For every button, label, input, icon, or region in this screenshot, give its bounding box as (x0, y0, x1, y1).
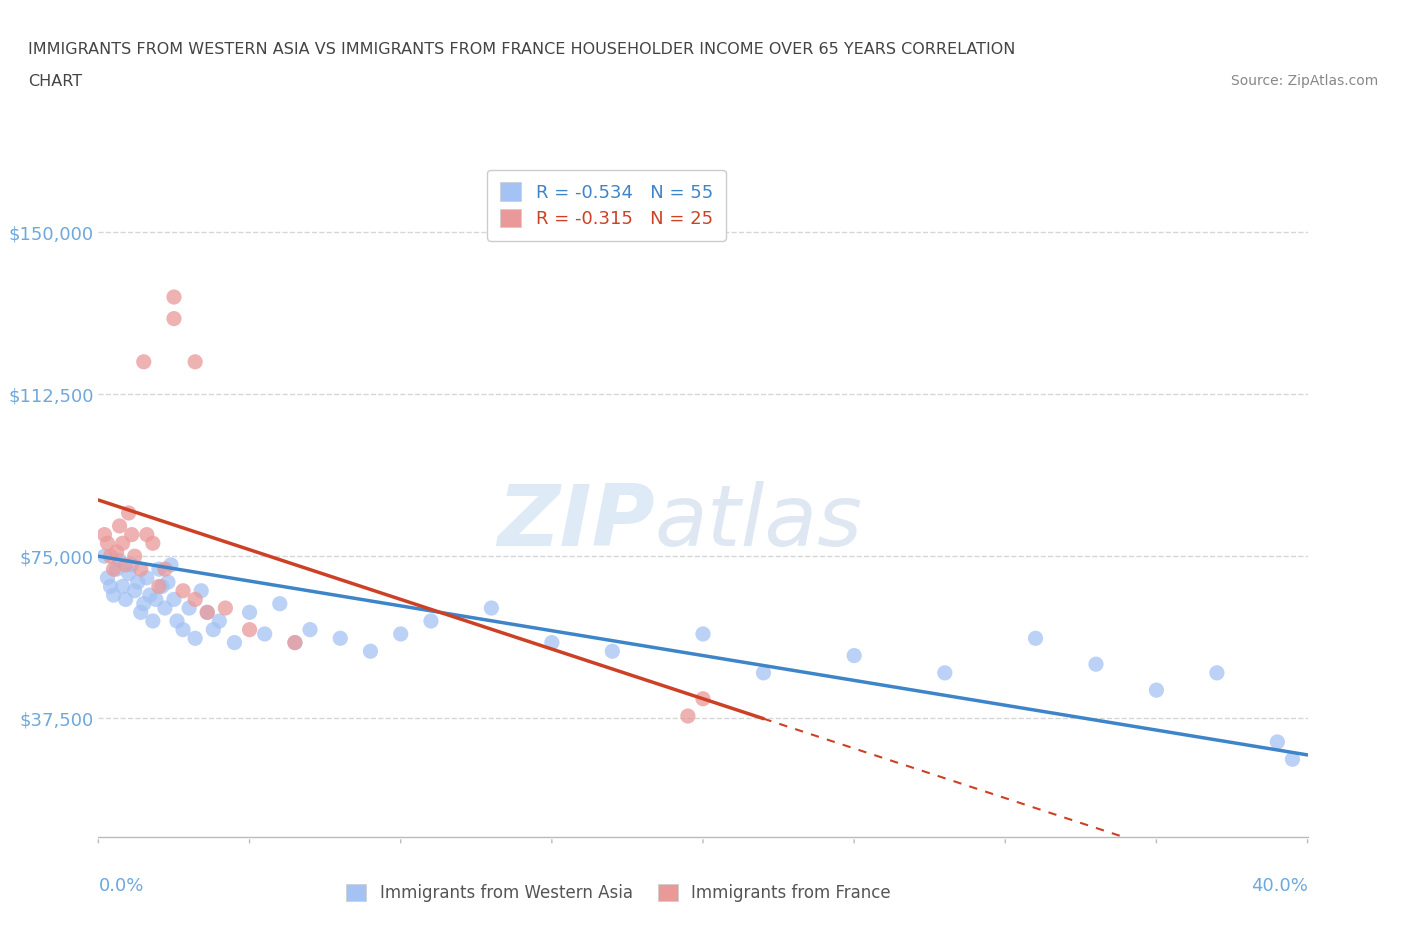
Point (214, 601, 236, 616)
Point (153, 601, 176, 616)
Point (118, 566, 141, 581)
Point (360, 644, 382, 658)
Point (184, 354, 207, 369)
Text: IMMIGRANTS FROM WESTERN ASIA VS IMMIGRANTS FROM FRANCE HOUSEHOLDER INCOME OVER 6: IMMIGRANTS FROM WESTERN ASIA VS IMMIGRAN… (28, 42, 1015, 57)
Point (163, 312, 186, 326)
Point (202, 622, 225, 637)
Point (103, 588, 125, 603)
Point (135, 527, 157, 542)
Point (1281, 751, 1303, 766)
Point (142, 536, 165, 551)
Point (148, 562, 170, 577)
Point (934, 665, 956, 680)
Point (540, 635, 562, 650)
Point (121, 557, 143, 572)
Point (135, 570, 157, 585)
Point (108, 519, 131, 534)
Point (752, 665, 775, 680)
Point (100, 549, 122, 564)
Point (163, 289, 186, 304)
Point (129, 604, 152, 619)
Point (103, 562, 125, 577)
Point (208, 614, 231, 629)
Point (239, 604, 262, 619)
Text: Source: ZipAtlas.com: Source: ZipAtlas.com (1230, 74, 1378, 88)
Point (160, 557, 183, 572)
Point (145, 592, 167, 607)
Point (124, 549, 146, 564)
Point (111, 579, 134, 594)
Point (389, 627, 412, 642)
Point (1085, 657, 1108, 671)
Point (184, 592, 207, 607)
Point (166, 614, 188, 629)
Point (1024, 631, 1046, 645)
Legend: Immigrants from Western Asia, Immigrants from France: Immigrants from Western Asia, Immigrants… (339, 878, 897, 909)
Point (139, 588, 162, 603)
Point (844, 648, 866, 663)
Point (132, 596, 155, 611)
Point (127, 575, 149, 590)
Point (284, 635, 307, 650)
Point (329, 631, 352, 645)
Point (692, 691, 714, 706)
Point (420, 614, 443, 629)
Point (1206, 665, 1229, 680)
Point (299, 622, 322, 637)
Point (142, 614, 165, 629)
Point (153, 562, 176, 577)
Point (93, 527, 115, 542)
Point (676, 709, 699, 724)
Point (96, 536, 118, 551)
Text: 40.0%: 40.0% (1251, 877, 1308, 896)
Point (129, 562, 152, 577)
Point (114, 592, 136, 607)
Point (179, 601, 201, 616)
Point (195, 604, 218, 619)
Text: CHART: CHART (28, 74, 82, 89)
Point (105, 562, 128, 577)
Point (96, 570, 118, 585)
Point (114, 557, 136, 572)
Point (239, 622, 262, 637)
Point (284, 635, 307, 650)
Point (156, 575, 179, 590)
Point (150, 579, 173, 594)
Point (184, 631, 207, 645)
Point (224, 635, 246, 650)
Point (481, 601, 503, 616)
Point (132, 354, 155, 369)
Point (148, 579, 170, 594)
Point (602, 644, 624, 658)
Point (163, 592, 186, 607)
Point (269, 596, 291, 611)
Point (93, 549, 115, 564)
Point (195, 604, 218, 619)
Point (121, 527, 143, 542)
Point (253, 627, 276, 642)
Point (124, 583, 146, 598)
Point (100, 579, 122, 594)
Point (108, 553, 131, 568)
Point (1267, 735, 1289, 750)
Point (105, 544, 128, 559)
Point (172, 622, 194, 637)
Point (118, 506, 141, 521)
Point (692, 627, 714, 642)
Point (1144, 683, 1167, 698)
Text: 0.0%: 0.0% (98, 877, 143, 896)
Text: ZIP: ZIP (496, 481, 655, 564)
Text: atlas: atlas (655, 481, 863, 564)
Point (190, 583, 212, 598)
Point (172, 583, 194, 598)
Point (111, 536, 134, 551)
